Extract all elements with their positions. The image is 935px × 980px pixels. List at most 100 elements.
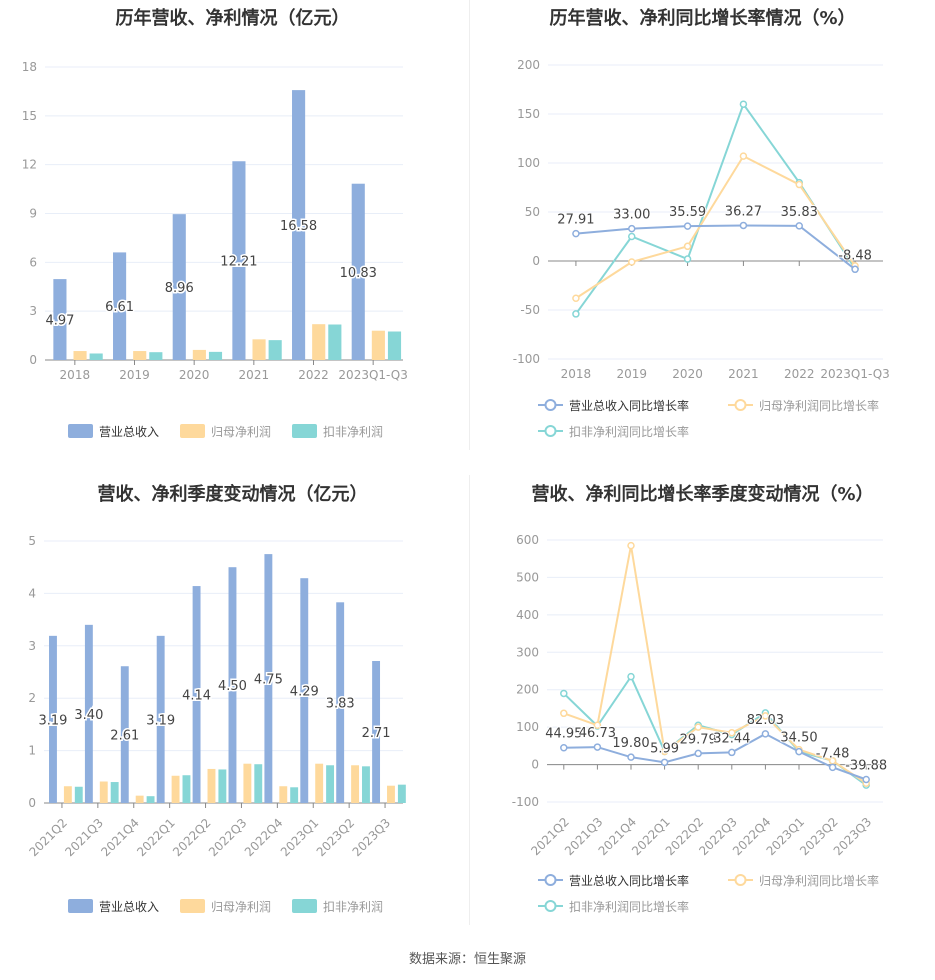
bar-revenue [351,183,365,360]
data-label: -8.48 [838,248,872,263]
x-tick-label: 2023Q2 [314,816,358,860]
bar-net-profit [207,768,216,803]
bar-revenue [192,586,201,803]
bar-net-profit [171,775,180,803]
data-label: 8.96 [165,281,194,296]
y-tick-label: 100 [517,156,540,170]
data-point [593,743,602,751]
y-tick-label: 4 [28,586,36,600]
legend-swatch[interactable] [180,424,205,438]
legend-item[interactable]: 归母净利润同比增长率 [759,398,879,413]
legend-item[interactable]: 营业总收入同比增长率 [569,873,689,888]
y-tick-label: 0 [29,353,37,367]
bar-net-profit [63,786,72,803]
bar-deducted-profit [328,324,342,360]
data-point [560,709,568,718]
bar-revenue [113,252,127,360]
bar-revenue [120,666,129,803]
legend-swatch[interactable] [68,424,93,438]
legend-marker-icon[interactable] [734,399,747,411]
legend-marker-icon[interactable] [544,425,557,437]
data-point [761,730,770,738]
data-point [628,224,636,233]
x-tick-label: 2022Q1 [134,816,178,860]
data-point [627,541,635,550]
y-tick-label: 400 [516,608,539,622]
x-tick-label: 2018 [561,367,592,381]
y-tick-label: -100 [513,352,540,366]
series-line [563,545,867,785]
legend-swatch[interactable] [180,899,205,913]
x-tick-label: 2020 [179,368,210,382]
data-label: 10.83 [340,266,377,281]
legend-marker-icon[interactable] [544,874,557,886]
data-point [683,242,692,251]
y-tick-label: -50 [520,303,540,317]
bar-deducted-profit [89,353,103,360]
y-tick-label: 200 [516,683,539,697]
x-tick-label: 2021 [239,368,270,382]
data-label: 44.95 [545,727,582,742]
bar-revenue [53,279,67,360]
legend-marker-icon[interactable] [734,874,747,886]
legend-item[interactable]: 归母净利润 [211,425,271,439]
legend-swatch[interactable] [292,424,317,438]
bar-deducted-profit [208,351,223,360]
data-point [795,747,803,756]
bar-net-profit [351,765,360,803]
legend-item[interactable]: 扣非净利润同比增长率 [569,424,689,439]
data-point [628,258,636,266]
legend-swatch[interactable] [68,899,93,913]
data-point [660,747,669,756]
x-tick-label: 2023Q1-Q3 [338,368,407,382]
legend-item[interactable]: 扣非净利润同比增长率 [569,899,689,914]
legend-marker-icon[interactable] [544,399,557,411]
legend-item[interactable]: 扣非净利润 [323,900,383,914]
legend-swatch[interactable] [292,899,317,913]
x-tick-label: 2019 [119,368,150,382]
x-tick-label: 2021Q2 [26,816,70,860]
x-tick-label: 2022 [298,368,329,382]
data-label: 46.73 [579,726,616,741]
data-label: 32.44 [713,731,750,746]
legend-item[interactable]: 营业总收入同比增长率 [569,398,689,413]
bar-deducted-profit [110,782,119,803]
y-tick-label: 0 [531,758,539,772]
y-tick-label: 150 [517,107,540,121]
legend-item[interactable]: 营业总收入 [99,425,159,439]
y-tick-label: 3 [29,304,37,318]
y-tick-label: 300 [516,645,539,659]
x-tick-label: 2022Q2 [170,816,214,860]
x-tick-label: 2023Q1 [278,816,322,860]
data-point [739,152,748,160]
bar-deducted-profit [397,784,406,803]
y-tick-label: 2 [28,691,36,705]
data-point [739,221,748,230]
bar-revenue [336,602,345,803]
bar-revenue [49,635,57,803]
y-tick-label: 15 [22,109,37,123]
data-label: 27.91 [557,213,594,228]
bar-revenue [264,554,273,803]
divider [469,475,470,925]
legend-item[interactable]: 归母净利润 [211,900,271,914]
data-label: 35.59 [669,205,706,220]
data-point [862,775,870,784]
legend-item[interactable]: 扣非净利润 [323,425,383,439]
legend-item[interactable]: 归母净利润同比增长率 [759,873,879,888]
data-label: 16.58 [280,219,317,234]
chart-title-annual-growth: 历年营收、净利同比增长率情况（%） [549,8,856,29]
bar-deducted-profit [387,331,402,360]
data-point [627,753,635,761]
data-label: 33.00 [613,208,650,223]
data-point [795,180,803,189]
bar-net-profit [133,351,147,360]
chart-title-annual-revenue: 历年营收、净利情况（亿元） [115,8,350,29]
legend-item[interactable]: 营业总收入 [99,900,159,914]
legend-marker-icon[interactable] [544,900,557,912]
x-tick-label: 2022Q4 [242,816,286,860]
data-label: 2.61 [110,729,139,744]
data-label: 34.50 [780,731,817,746]
x-tick-label: 2018 [60,368,91,382]
data-label: 4.97 [45,314,74,329]
